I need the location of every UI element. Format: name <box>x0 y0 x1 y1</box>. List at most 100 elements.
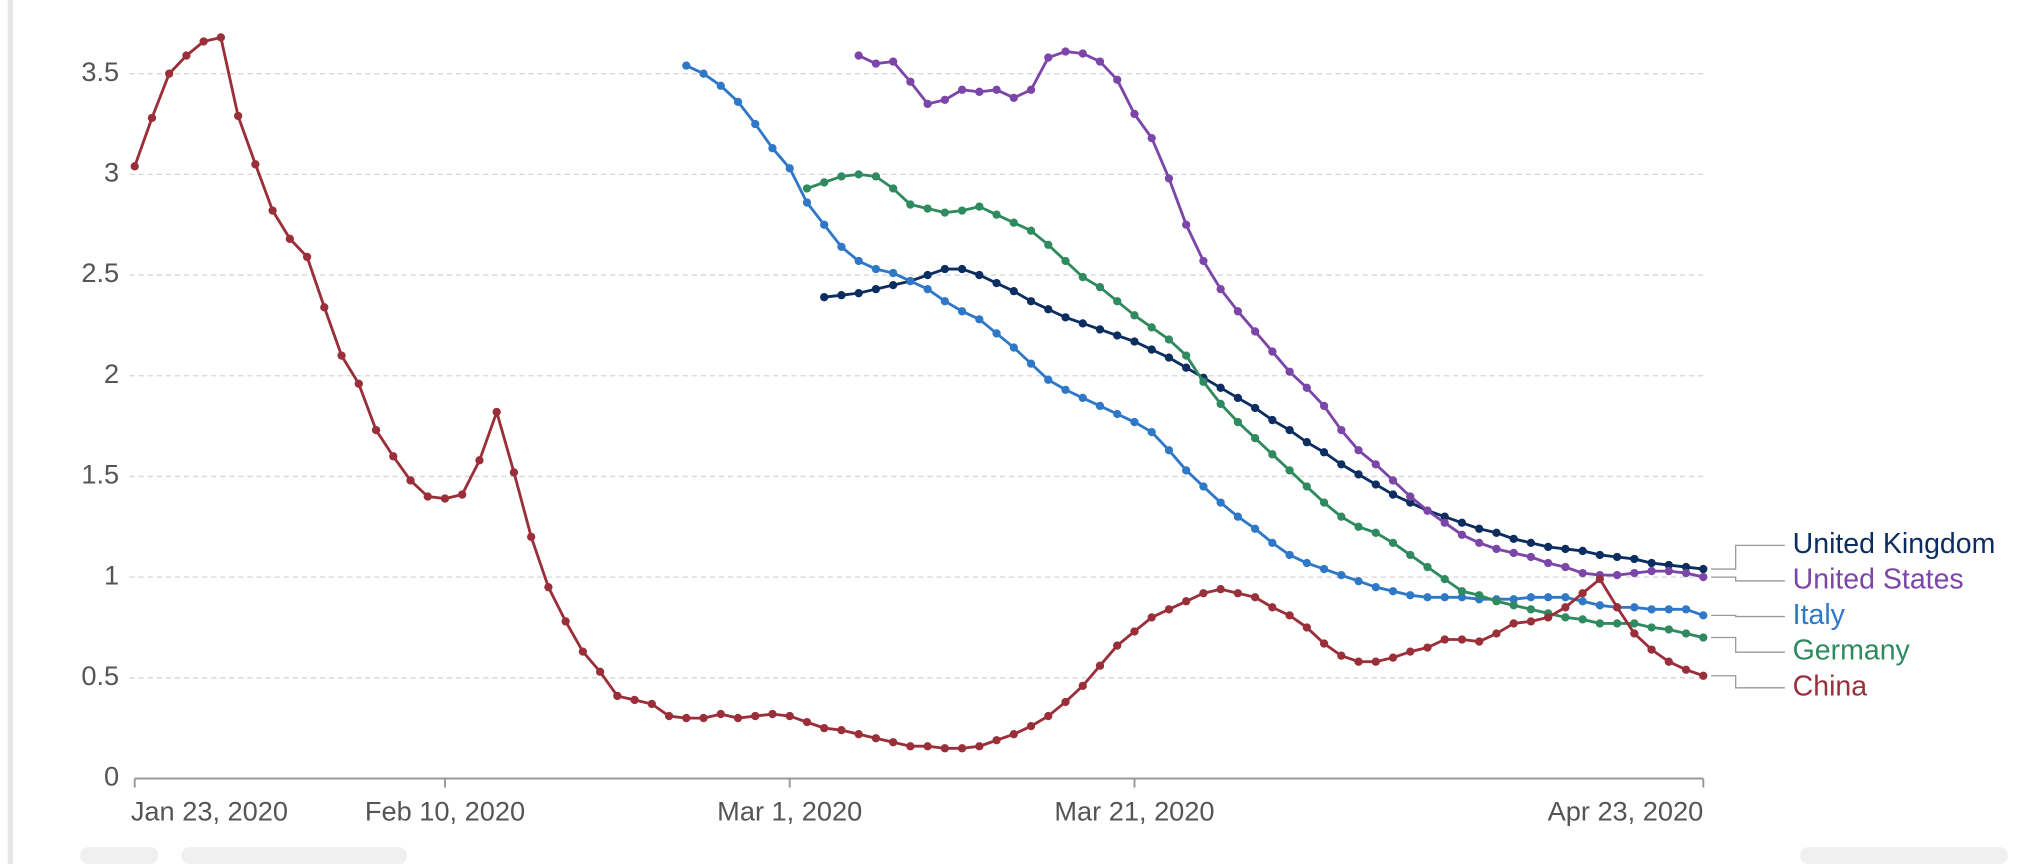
point <box>1130 417 1139 427</box>
point <box>1440 574 1449 584</box>
point <box>285 234 294 243</box>
point <box>1561 562 1570 572</box>
line <box>685 64 1704 617</box>
point <box>1595 601 1605 610</box>
point <box>1337 512 1346 521</box>
y-tick-label: 2.5 <box>81 257 119 288</box>
point <box>1026 721 1036 731</box>
point <box>975 87 984 96</box>
point <box>957 85 967 94</box>
point <box>1147 345 1156 354</box>
point <box>1595 574 1605 584</box>
point <box>1147 427 1156 437</box>
point <box>1526 593 1536 602</box>
point <box>906 77 915 86</box>
point <box>1233 307 1243 316</box>
series-label: Italy <box>1793 599 1846 631</box>
line <box>858 50 1704 579</box>
point <box>1630 629 1639 638</box>
y-tick-label: 3 <box>104 157 119 188</box>
point <box>1440 512 1449 521</box>
point <box>1647 645 1656 654</box>
point <box>923 742 932 751</box>
point <box>1475 538 1484 548</box>
point <box>1595 619 1605 628</box>
point <box>1699 564 1708 574</box>
point <box>1199 377 1208 386</box>
point <box>1026 297 1036 306</box>
point <box>1113 331 1122 340</box>
point <box>1337 651 1346 660</box>
point <box>1388 653 1398 662</box>
point <box>1354 470 1363 479</box>
point <box>1216 498 1225 507</box>
point <box>337 351 346 360</box>
point <box>1509 595 1518 604</box>
point <box>354 379 363 388</box>
point <box>1044 53 1053 62</box>
point <box>1233 417 1243 427</box>
point <box>1233 393 1243 403</box>
point <box>268 206 277 215</box>
point <box>1699 611 1708 620</box>
point <box>1095 401 1105 411</box>
point <box>1130 337 1139 346</box>
point <box>1061 697 1070 707</box>
point <box>733 97 743 107</box>
point <box>733 713 743 723</box>
y-tick-label: 2 <box>104 358 119 389</box>
point <box>854 256 863 266</box>
point <box>1164 446 1174 455</box>
point <box>1371 657 1380 666</box>
point <box>820 178 829 187</box>
point <box>1664 625 1673 634</box>
point <box>923 270 932 280</box>
point <box>1095 57 1105 66</box>
point <box>1319 639 1329 648</box>
point <box>1302 623 1311 632</box>
point <box>1095 282 1105 292</box>
point <box>957 307 967 316</box>
point <box>1664 560 1673 570</box>
point <box>475 456 484 465</box>
point <box>1250 434 1260 443</box>
point <box>1233 512 1243 521</box>
point <box>906 200 915 209</box>
point <box>1578 568 1587 578</box>
point <box>1509 601 1518 610</box>
series-label: Germany <box>1793 635 1911 667</box>
point <box>1337 425 1346 435</box>
point <box>992 85 1001 94</box>
point <box>1130 109 1139 119</box>
point <box>1113 641 1122 650</box>
point <box>1337 460 1346 469</box>
label-connector <box>1711 576 1785 582</box>
point <box>682 713 691 723</box>
point <box>1578 615 1587 624</box>
point <box>1130 311 1139 320</box>
point <box>1268 347 1277 356</box>
point <box>1302 383 1311 392</box>
point <box>1423 643 1432 652</box>
point <box>1337 570 1346 580</box>
label-connector <box>1711 544 1785 570</box>
point <box>923 99 932 109</box>
point <box>906 742 915 751</box>
point <box>1664 566 1673 576</box>
point <box>1457 530 1467 539</box>
point <box>682 61 691 70</box>
point <box>1095 661 1105 670</box>
point <box>975 270 984 280</box>
point <box>527 532 536 541</box>
point <box>423 492 432 501</box>
point <box>871 59 881 68</box>
point <box>1250 403 1260 413</box>
point <box>716 709 725 719</box>
point <box>1681 568 1691 578</box>
point <box>854 730 863 739</box>
point <box>1199 589 1208 598</box>
point <box>1612 619 1622 628</box>
point <box>1681 665 1691 674</box>
point <box>889 268 898 278</box>
y-tick-label: 3.5 <box>81 56 119 87</box>
